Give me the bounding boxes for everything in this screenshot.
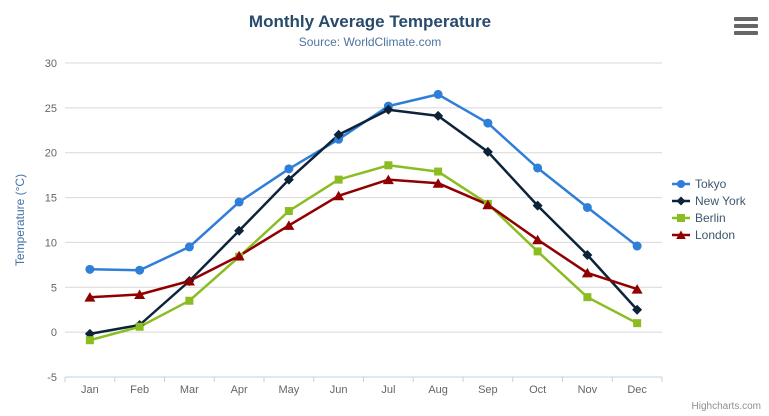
circle-marker-icon — [677, 179, 685, 188]
marker-berlin[interactable] — [85, 336, 94, 345]
marker-tokyo[interactable] — [582, 202, 592, 212]
marker-tokyo[interactable] — [632, 241, 642, 251]
marker-london[interactable] — [482, 199, 494, 210]
marker-tokyo[interactable] — [184, 242, 194, 252]
series-line-london — [88, 178, 639, 299]
marker-london[interactable] — [581, 267, 593, 278]
legend-item-tokyo[interactable]: Tokyo — [672, 175, 746, 192]
marker-berlin[interactable] — [284, 207, 293, 216]
marker-new-york[interactable] — [582, 249, 593, 260]
marker-new-york[interactable] — [632, 304, 643, 315]
y-axis-title: Temperature (°C) — [13, 174, 27, 266]
marker-berlin[interactable] — [135, 322, 144, 331]
marker-tokyo[interactable] — [483, 118, 493, 128]
chart-subtitle: Source: WorldClimate.com — [298, 35, 442, 49]
triangle-marker-icon — [676, 230, 686, 239]
x-tick-label: Sep — [478, 384, 498, 396]
marker-new-york[interactable] — [383, 104, 394, 115]
legend-item-label: London — [695, 227, 736, 242]
marker-new-york[interactable] — [283, 174, 294, 185]
marker-london[interactable] — [134, 289, 146, 299]
context-menu-button[interactable] — [733, 16, 759, 36]
credits-link[interactable]: Highcharts.com — [691, 401, 761, 412]
y-tick-label: 30 — [45, 58, 57, 70]
marker-london[interactable] — [631, 284, 643, 294]
diamond-legend-icon — [672, 196, 690, 205]
marker-berlin[interactable] — [633, 319, 642, 328]
legend-item-london[interactable]: London — [672, 226, 746, 243]
x-tick-label: Mar — [180, 384, 199, 396]
x-tick-label: Oct — [529, 384, 546, 396]
marker-london[interactable] — [283, 220, 295, 230]
marker-berlin[interactable] — [334, 175, 343, 184]
marker-london[interactable] — [432, 178, 444, 188]
legend-item-new-york[interactable]: New York — [672, 192, 746, 209]
x-tick-label: May — [278, 384, 299, 396]
x-tick-label: Jul — [381, 384, 395, 396]
marker-new-york[interactable] — [333, 129, 344, 140]
hamburger-icon — [734, 17, 758, 35]
x-tick-label: Feb — [130, 384, 149, 396]
marker-london[interactable] — [382, 174, 394, 185]
y-tick-label: 25 — [45, 103, 57, 115]
series-line-new-york — [88, 108, 639, 336]
marker-london[interactable] — [183, 276, 195, 286]
chart-title: Monthly Average Temperature — [248, 12, 492, 31]
legend-item-label: New York — [695, 193, 746, 208]
marker-tokyo[interactable] — [284, 164, 294, 174]
marker-berlin[interactable] — [384, 161, 393, 170]
marker-berlin[interactable] — [434, 167, 443, 176]
y-tick-label: 0 — [51, 327, 57, 339]
legend: Tokyo New York Berlin London — [672, 175, 746, 243]
diamond-marker-icon — [676, 196, 686, 205]
marker-berlin[interactable] — [533, 247, 542, 256]
marker-tokyo[interactable] — [135, 265, 145, 275]
marker-new-york[interactable] — [433, 110, 444, 121]
y-tick-label: 10 — [45, 237, 57, 249]
x-tick-label: Dec — [627, 384, 647, 396]
x-tick-label: Apr — [231, 384, 248, 396]
triangle-legend-icon — [672, 230, 690, 239]
legend-item-label: Berlin — [695, 210, 726, 225]
y-tick-label: 5 — [51, 282, 57, 294]
marker-london[interactable] — [532, 234, 544, 245]
x-tick-label: Nov — [578, 384, 598, 396]
series-line-berlin — [88, 164, 639, 342]
circle-legend-icon — [672, 179, 690, 188]
marker-tokyo[interactable] — [234, 197, 244, 207]
marker-london[interactable] — [333, 190, 345, 201]
x-tick-label: Aug — [428, 384, 448, 396]
legend-item-label: Tokyo — [695, 176, 727, 191]
x-tick-label: Jun — [330, 384, 348, 396]
marker-new-york[interactable] — [532, 200, 543, 211]
marker-new-york[interactable] — [234, 225, 245, 236]
square-marker-icon — [677, 213, 685, 222]
marker-tokyo[interactable] — [85, 264, 95, 274]
x-tick-label: Jan — [81, 384, 99, 396]
y-tick-label: 20 — [45, 148, 57, 160]
marker-london[interactable] — [233, 250, 245, 261]
marker-tokyo[interactable] — [433, 89, 443, 99]
marker-berlin[interactable] — [583, 293, 592, 302]
legend-item-berlin[interactable]: Berlin — [672, 209, 746, 226]
square-legend-icon — [672, 213, 690, 222]
y-tick-label: -5 — [47, 372, 57, 384]
y-tick-label: 15 — [45, 193, 57, 205]
marker-london[interactable] — [84, 292, 96, 302]
marker-new-york[interactable] — [482, 146, 493, 157]
marker-tokyo[interactable] — [533, 163, 543, 173]
marker-berlin[interactable] — [185, 296, 194, 305]
series-line-tokyo — [88, 93, 639, 272]
